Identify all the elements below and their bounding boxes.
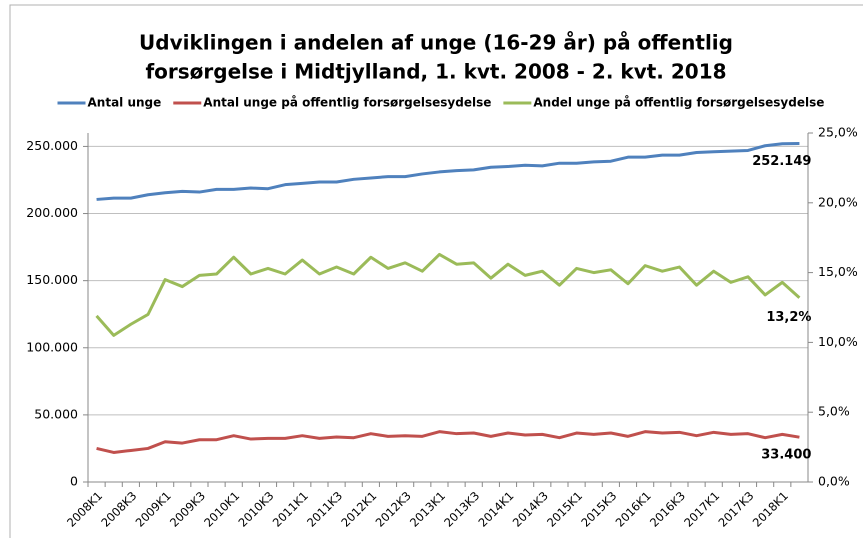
y-tick-label: 100.000 (26, 339, 78, 354)
legend-label: Antal unge (88, 96, 162, 110)
chart-frame (9, 4, 863, 538)
series-line (96, 430, 800, 454)
y-tick-label: 200.000 (26, 205, 78, 220)
y-tick-label: 0 (70, 474, 78, 489)
y2-tick-label: 15,0% (818, 264, 858, 279)
y2-tick-label: 25,0% (818, 125, 858, 140)
series-line (95, 252, 801, 337)
series-line (96, 142, 800, 201)
chart-title: Udviklingen i andelen af unge (16-29 år)… (139, 31, 733, 55)
y2-tick-label: 0,0% (818, 474, 850, 489)
y2-tick-label: 10,0% (818, 334, 858, 349)
y2-tick-label: 5,0% (818, 404, 850, 419)
y-tick-label: 50.000 (34, 406, 78, 421)
legend-label: Andel unge på offentlig forsørgelsesydel… (533, 96, 824, 110)
data-label: 33.400 (761, 448, 811, 463)
data-label: 13,2% (766, 310, 811, 325)
y-tick-label: 150.000 (26, 272, 78, 287)
y2-tick-label: 20,0% (818, 194, 858, 209)
legend-label: Antal unge på offentlig forsørgelsesydel… (203, 96, 491, 110)
y-tick-label: 250.000 (26, 138, 78, 153)
data-label: 252.149 (752, 154, 811, 169)
chart-title: forsørgelse i Midtjylland, 1. kvt. 2008 … (145, 60, 726, 84)
